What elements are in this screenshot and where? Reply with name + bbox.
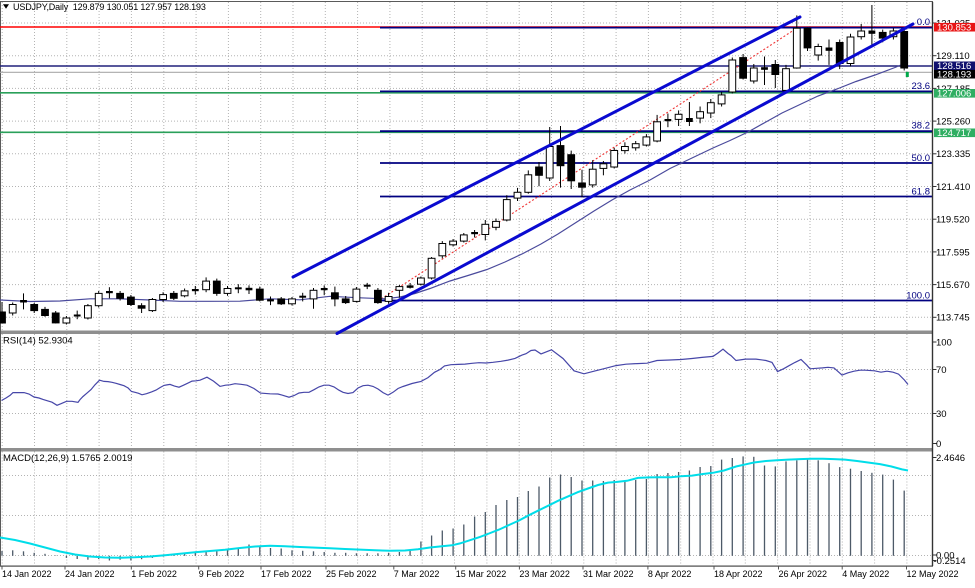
svg-text:8 Apr 2022: 8 Apr 2022 bbox=[648, 569, 692, 579]
svg-text:128.516: 128.516 bbox=[937, 61, 971, 72]
svg-text:61.8: 61.8 bbox=[912, 186, 931, 197]
svg-text:129.110: 129.110 bbox=[936, 51, 970, 62]
svg-text:0.00: 0.00 bbox=[936, 550, 955, 561]
svg-text:15 Mar 2022: 15 Mar 2022 bbox=[456, 569, 507, 579]
svg-text:26 Apr 2022: 26 Apr 2022 bbox=[779, 569, 828, 579]
svg-text:12 May 2022: 12 May 2022 bbox=[907, 569, 959, 579]
svg-text:130.853: 130.853 bbox=[937, 23, 971, 34]
svg-text:70: 70 bbox=[936, 365, 947, 376]
svg-text:30: 30 bbox=[936, 409, 947, 420]
svg-text:121.410: 121.410 bbox=[936, 182, 970, 193]
svg-text:14 Jan 2022: 14 Jan 2022 bbox=[2, 569, 52, 579]
svg-text:100: 100 bbox=[936, 337, 952, 348]
svg-text:50.0: 50.0 bbox=[912, 153, 931, 164]
svg-text:0.0: 0.0 bbox=[917, 17, 930, 28]
svg-text:128.193: 128.193 bbox=[937, 70, 971, 81]
svg-text:23 Mar 2022: 23 Mar 2022 bbox=[519, 569, 570, 579]
svg-text:100.0: 100.0 bbox=[906, 290, 930, 301]
svg-text:123.335: 123.335 bbox=[936, 149, 970, 160]
svg-text:115.670: 115.670 bbox=[936, 280, 970, 291]
svg-text:127.006: 127.006 bbox=[937, 89, 971, 100]
svg-text:4 May 2022: 4 May 2022 bbox=[842, 569, 889, 579]
svg-text:1 Feb 2022: 1 Feb 2022 bbox=[131, 569, 177, 579]
svg-text:24 Jan 2022: 24 Jan 2022 bbox=[65, 569, 115, 579]
svg-text:119.520: 119.520 bbox=[936, 215, 970, 226]
svg-text:7 Mar 2022: 7 Mar 2022 bbox=[394, 569, 440, 579]
svg-text:9 Feb 2022: 9 Feb 2022 bbox=[199, 569, 245, 579]
svg-text:124.717: 124.717 bbox=[937, 128, 971, 139]
svg-text:USDJPY,Daily 129.879 130.051: USDJPY,Daily 129.879 130.051 127.957 128… bbox=[13, 2, 206, 12]
svg-text:23.6: 23.6 bbox=[912, 81, 931, 92]
svg-text:125.260: 125.260 bbox=[936, 117, 970, 128]
svg-text:18 Apr 2022: 18 Apr 2022 bbox=[714, 569, 763, 579]
svg-text:117.595: 117.595 bbox=[936, 247, 970, 258]
svg-text:2.4646: 2.4646 bbox=[936, 453, 965, 464]
svg-text:RSI(14) 52.9304: RSI(14) 52.9304 bbox=[3, 336, 73, 347]
svg-text:MACD(12,26,9) 1.5765 2.0019: MACD(12,26,9) 1.5765 2.0019 bbox=[3, 453, 132, 464]
svg-text:-0.2514: -0.2514 bbox=[934, 556, 966, 567]
svg-text:17 Feb 2022: 17 Feb 2022 bbox=[261, 569, 312, 579]
svg-text:25 Feb 2022: 25 Feb 2022 bbox=[326, 569, 377, 579]
svg-text:0: 0 bbox=[936, 439, 941, 450]
svg-text:113.745: 113.745 bbox=[936, 313, 970, 324]
svg-text:38.2: 38.2 bbox=[912, 121, 931, 132]
svg-text:31 Mar 2022: 31 Mar 2022 bbox=[583, 569, 634, 579]
